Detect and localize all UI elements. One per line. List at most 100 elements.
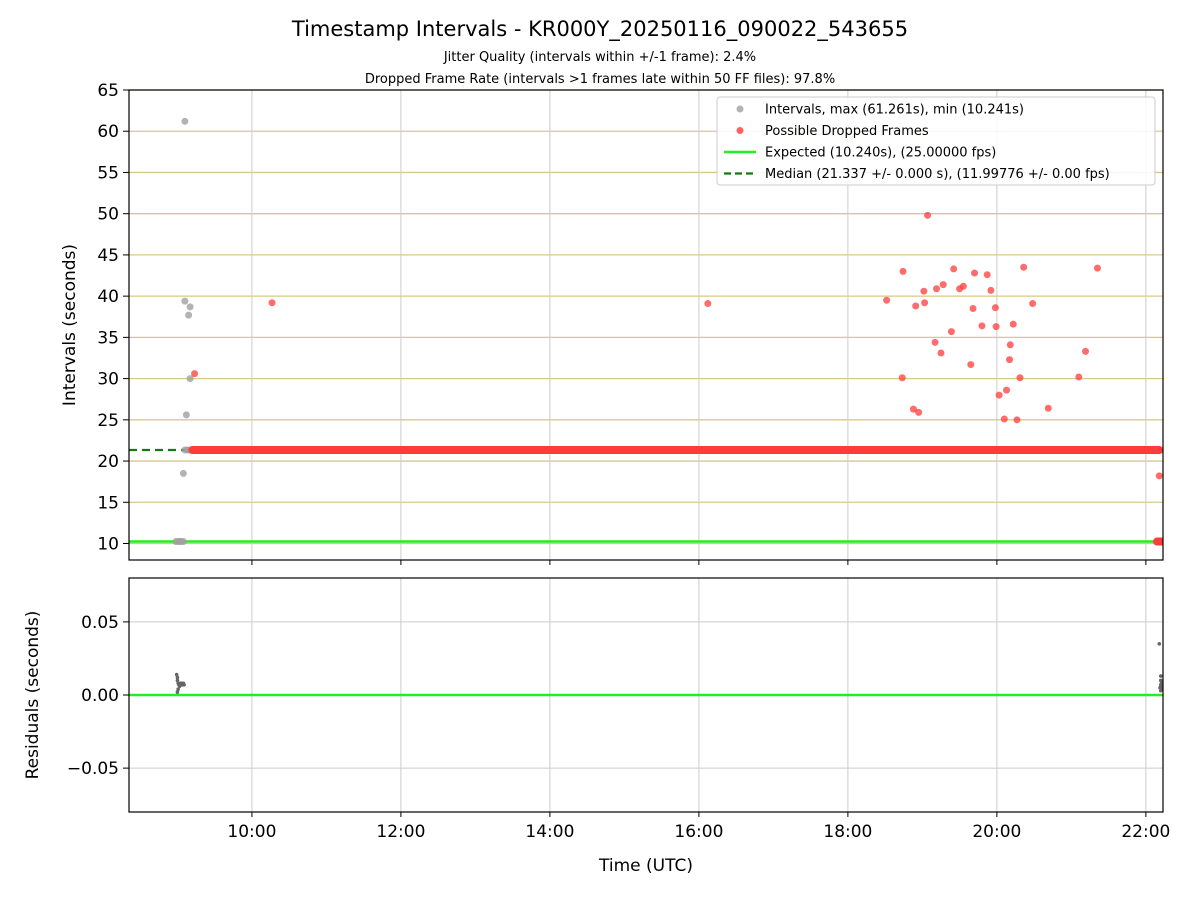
dropped-frame-point bbox=[1093, 264, 1101, 272]
dropped-frame-point bbox=[931, 338, 939, 346]
intervals-panel: 10 15 20 25 30 35 40 45 50 55 60 65 Intervals (seco… bbox=[60, 81, 1164, 565]
dropped-frame-point bbox=[991, 304, 999, 312]
dropped-frame-point bbox=[992, 323, 1000, 331]
dropped-frame-point bbox=[983, 271, 991, 279]
dropped-frame-point bbox=[268, 299, 276, 307]
dropped-frame-point bbox=[1003, 386, 1011, 394]
time-x-tick-label: 10:00 bbox=[227, 822, 276, 842]
dropped-frame-point bbox=[883, 296, 891, 304]
legend-item: Expected (10.240s), (25.00000 fps) bbox=[724, 146, 996, 161]
dropped-frame-point bbox=[959, 282, 967, 290]
residuals-x-ticks: 10:00 12:00 14:00 16:00 18:00 20:00 22:00 bbox=[227, 812, 1170, 842]
dropped-frame-point bbox=[1044, 404, 1052, 412]
legend-item: Median (21.337 +/- 0.000 s), (11.99776 +… bbox=[724, 167, 1110, 182]
dropped-frame-point bbox=[1155, 472, 1163, 480]
residual-point bbox=[1158, 688, 1163, 693]
legend-marker bbox=[736, 127, 744, 134]
dropped-frame-point bbox=[947, 328, 955, 336]
time-x-tick-label: 12:00 bbox=[376, 822, 425, 842]
legend-item: Intervals, max (61.261s), min (10.241s) bbox=[736, 103, 1024, 118]
intervals-y-tick-label: 40 bbox=[97, 287, 119, 307]
legend-box bbox=[716, 96, 1156, 186]
dropped-frame-point bbox=[1075, 373, 1083, 381]
dropped-frame-point bbox=[933, 285, 941, 293]
intervals-y-tick-label: 30 bbox=[97, 370, 119, 390]
residual-point bbox=[174, 672, 179, 677]
residuals-y-tick-label: 0.05 bbox=[81, 613, 119, 633]
chart-legend: Intervals, max (61.261s), min (10.241s) P… bbox=[716, 96, 1156, 186]
dropped-frame-point bbox=[937, 349, 945, 357]
intervals-y-tick-label: 15 bbox=[97, 493, 119, 513]
intervals-y-tick-label: 60 bbox=[97, 122, 119, 142]
dropped-frame-point bbox=[1020, 263, 1028, 271]
legend-label: Median (21.337 +/- 0.000 s), (11.99776 +… bbox=[765, 167, 1110, 182]
intervals-y-tick-label: 55 bbox=[97, 163, 119, 183]
residual-point bbox=[1157, 642, 1162, 646]
residual-point bbox=[1158, 678, 1163, 683]
dropped-frame-point bbox=[1016, 374, 1024, 382]
interval-point bbox=[179, 538, 187, 546]
intervals-y-tick-label: 45 bbox=[97, 246, 119, 266]
intervals-y-tick-label: 50 bbox=[97, 205, 119, 225]
intervals-y-ticks: 10 15 20 25 30 35 40 45 50 55 60 65 bbox=[97, 81, 129, 555]
dropped-frame-point bbox=[899, 267, 907, 275]
dropped-frame-point bbox=[1082, 347, 1090, 355]
dropped-frame-point bbox=[921, 299, 929, 307]
intervals-plot-area bbox=[129, 117, 1163, 546]
dropped-frame-point bbox=[978, 322, 986, 330]
residual-point bbox=[182, 682, 186, 687]
residual-point bbox=[175, 678, 180, 683]
intervals-y-tick-label: 10 bbox=[97, 535, 119, 555]
residual-point bbox=[175, 690, 180, 694]
time-x-tick-label: 16:00 bbox=[674, 822, 723, 842]
residuals-y-tick-label: −0.05 bbox=[67, 759, 119, 779]
intervals-y-tick-label: 35 bbox=[97, 328, 119, 348]
interval-point bbox=[179, 469, 187, 477]
dropped-frame-point bbox=[1013, 416, 1021, 424]
intervals-y-tick-label: 25 bbox=[97, 411, 119, 431]
residual-points bbox=[174, 642, 1163, 694]
dropped-frame-points bbox=[188, 211, 1163, 546]
time-x-tick-label: 20:00 bbox=[972, 822, 1021, 842]
dropped-frame-point bbox=[995, 391, 1003, 399]
dropped-frame-point bbox=[1009, 320, 1017, 328]
intervals-axes-frame bbox=[128, 89, 1164, 561]
intervals-y-tick-label: 65 bbox=[97, 81, 119, 101]
dropped-frame-point bbox=[987, 286, 995, 294]
residuals-y-axis-label: Residuals (seconds) bbox=[23, 611, 43, 780]
residuals-y-tick-label: 0.00 bbox=[81, 686, 119, 706]
dropped-frame-point bbox=[1006, 341, 1014, 349]
dropped-frame-point bbox=[950, 265, 958, 273]
dropped-frame-point bbox=[1006, 356, 1014, 364]
dropped-frame-point bbox=[1029, 300, 1037, 308]
jitter-quality-subtitle: Jitter Quality (intervals within +/-1 fr… bbox=[443, 50, 757, 65]
dropped-frame-point bbox=[1000, 415, 1008, 423]
dropped-frame-point bbox=[967, 361, 975, 369]
interval-point bbox=[181, 297, 189, 305]
dropped-frame-point bbox=[969, 305, 977, 313]
residual-point bbox=[1158, 674, 1163, 678]
residual-point bbox=[176, 687, 180, 691]
interval-point bbox=[185, 311, 193, 319]
dropped-frame-point bbox=[915, 408, 923, 416]
intervals-points bbox=[172, 117, 194, 546]
interval-point bbox=[186, 303, 194, 311]
dropped-frame-point bbox=[924, 211, 932, 219]
legend-label: Intervals, max (61.261s), min (10.241s) bbox=[765, 103, 1024, 118]
dropped-frame-point bbox=[191, 370, 199, 378]
time-x-tick-label: 14:00 bbox=[525, 822, 574, 842]
residuals-plot-area bbox=[129, 642, 1163, 697]
interval-point bbox=[186, 375, 194, 383]
residual-point bbox=[175, 675, 180, 680]
dropped-frame-point bbox=[912, 302, 920, 310]
dropped-frame-point bbox=[920, 287, 928, 295]
legend-item: Possible Dropped Frames bbox=[736, 124, 929, 139]
dropped-frame-point bbox=[704, 300, 712, 308]
interval-point bbox=[181, 117, 189, 125]
legend-label: Possible Dropped Frames bbox=[765, 124, 929, 139]
legend-label: Expected (10.240s), (25.00000 fps) bbox=[765, 146, 996, 161]
intervals-y-axis-label: Intervals (seconds) bbox=[60, 244, 80, 406]
intervals-y-tick-label: 20 bbox=[97, 452, 119, 472]
intervals-x-ticks bbox=[251, 560, 1147, 565]
